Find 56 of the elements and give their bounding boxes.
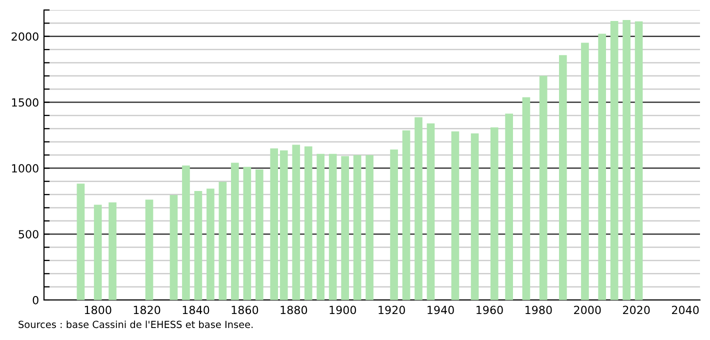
x-tick-label: 1860 [232,306,258,314]
bar [292,144,300,300]
bar [145,200,154,300]
bar [94,204,102,300]
x-tick-label: 2040 [672,306,699,314]
bar [390,149,398,300]
bar [451,131,460,300]
bar [426,123,435,300]
y-tick-label: 1000 [12,164,38,173]
x-tick-label: 1960 [476,306,503,314]
bar [598,34,606,300]
bar [218,182,227,300]
bar [108,202,116,300]
bar [316,154,325,300]
bar [243,166,252,300]
x-tick-label: 1980 [526,306,552,314]
x-tick-label: 1840 [182,306,210,314]
bar [539,76,548,300]
x-tick-label: 1940 [428,306,454,314]
bar [402,130,410,300]
bar [328,154,337,300]
x-tick-label: 1920 [378,306,405,314]
bar [353,155,362,300]
bar [559,55,567,300]
bar [280,150,288,300]
bar [270,148,278,300]
bar [255,170,264,300]
x-tick-label: 2000 [574,306,601,314]
x-tick-label: 1820 [134,306,160,314]
bar [304,146,312,300]
bar [182,166,190,300]
bar [622,20,630,300]
y-tick-label: 1500 [12,98,38,107]
bar [341,156,349,300]
bar [194,190,202,300]
bar [366,155,374,300]
y-tick-label: 0 [32,296,38,304]
source-note: Sources : base Cassini de l'EHESS et base Insee. [18,320,253,328]
bar [170,194,178,300]
bar [76,184,85,300]
bar [522,97,530,300]
x-tick-label: 1800 [84,306,112,314]
bar [206,188,214,300]
bar [490,127,498,300]
x-tick-label: 1900 [330,306,356,314]
y-tick-label: 500 [18,230,38,238]
x-tick-label: 2020 [623,306,650,314]
bar [610,20,618,300]
y-tick-label: 2000 [12,32,38,41]
bar [581,42,589,300]
bar [470,133,479,300]
bar [414,117,422,300]
bar [634,21,643,300]
x-tick-label: 1880 [280,306,308,314]
bar [505,114,513,300]
bar [231,162,239,300]
